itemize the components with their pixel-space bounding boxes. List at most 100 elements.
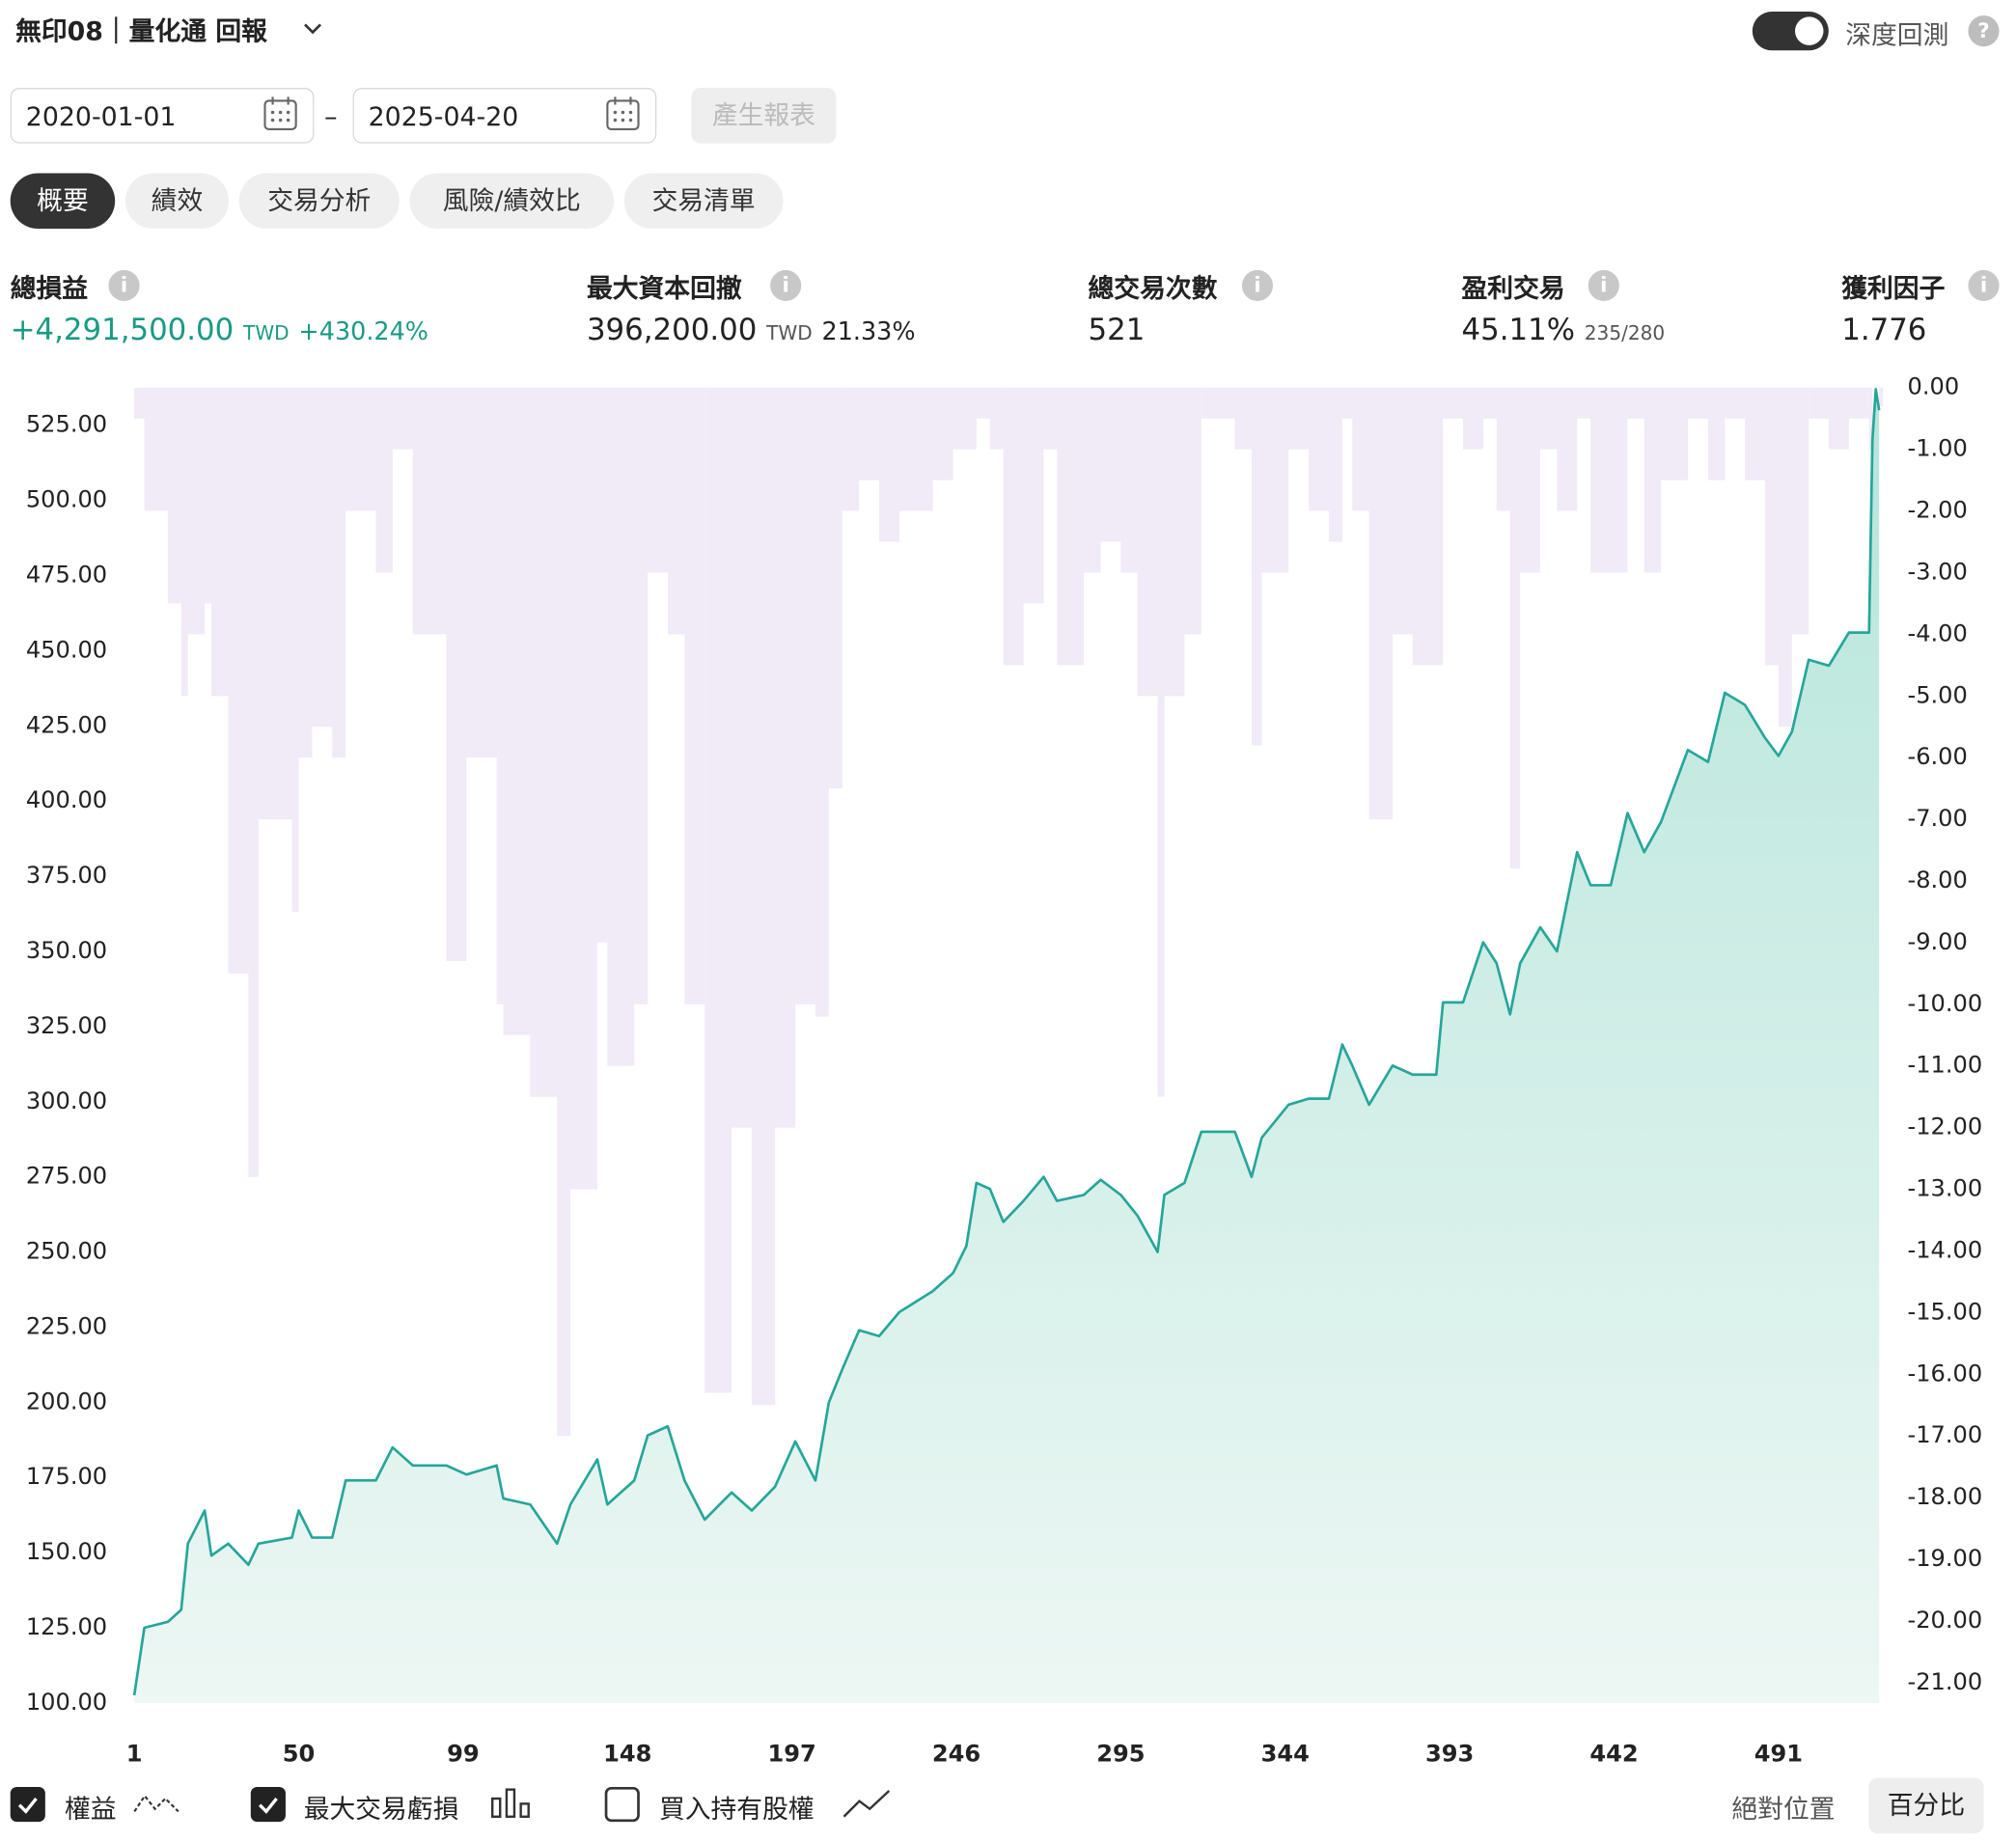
start-date-input[interactable] <box>10 88 315 144</box>
stat-value: +4,291,500.00 TWD +430.24% <box>11 314 428 347</box>
legend-icon <box>133 1794 180 1813</box>
stat-label: 最大資本回撤 <box>586 272 742 304</box>
drawdown-bar <box>205 387 212 604</box>
end-date-input[interactable] <box>352 88 657 144</box>
unit: TWD <box>243 321 290 345</box>
drawdown-bar <box>496 387 504 1004</box>
drawdown-bar <box>1809 387 1830 419</box>
drawdown-bar <box>1352 387 1369 511</box>
y2-tick-label: -16.00 <box>1908 1360 1983 1387</box>
y2-tick-label: -14.00 <box>1908 1236 1983 1263</box>
drawdown-bar <box>704 387 732 1393</box>
info-icon[interactable]: i <box>1241 269 1274 302</box>
drawdown-bar <box>570 387 597 1190</box>
drawdown-bar <box>375 387 393 573</box>
drawdown-bar <box>1520 387 1541 573</box>
checkbox[interactable] <box>10 1786 45 1823</box>
absolute-button[interactable]: 絕對位置 <box>1731 1793 1836 1825</box>
drawdown-bar <box>1393 387 1413 635</box>
y-tick-label: 325.00 <box>26 1012 107 1039</box>
drawdown-bar <box>1577 387 1591 419</box>
drawdown-bar <box>1184 387 1201 635</box>
y-tick-label: 375.00 <box>26 862 107 889</box>
drawdown-bar <box>898 387 933 511</box>
y2-tick-label: -10.00 <box>1908 990 1983 1017</box>
drawdown-bar <box>345 387 376 511</box>
drawdown-bar <box>1251 387 1262 746</box>
drawdown-bar <box>1234 387 1252 450</box>
drawdown-bar <box>1879 387 1884 406</box>
drawdown-bar <box>1496 387 1510 511</box>
drawdown-bar <box>842 387 860 511</box>
drawdown-bar <box>976 387 990 419</box>
drawdown-bar <box>989 387 1004 450</box>
y-tick-label: 350.00 <box>26 937 107 964</box>
drawdown-bar <box>134 387 145 419</box>
y2-tick-label: -1.00 <box>1908 435 1968 462</box>
value: +4,291,500.00 <box>10 314 235 348</box>
drawdown-bar <box>1368 387 1394 820</box>
drawdown-bar <box>1590 387 1612 573</box>
drawdown-bar <box>751 387 776 1406</box>
drawdown-bar <box>1436 387 1444 666</box>
drawdown-bar <box>1509 387 1521 869</box>
checkbox[interactable] <box>604 1786 640 1823</box>
percent-button[interactable]: 百分比 <box>1868 1777 1984 1834</box>
drawdown-bar <box>1829 387 1849 450</box>
drawdown-bar <box>607 387 635 1066</box>
drawdown-bar <box>1328 387 1342 542</box>
dropdown-chevron[interactable] <box>302 20 322 36</box>
y2-tick-label: -11.00 <box>1908 1052 1983 1079</box>
generate-button[interactable]: 產生報表 <box>691 88 837 144</box>
y2-tick-label: 0.00 <box>1908 373 1960 400</box>
info-icon[interactable]: i <box>108 269 140 302</box>
legend-label: 權益 <box>64 1793 117 1825</box>
info-icon[interactable]: i <box>770 269 802 302</box>
drawdown-bar <box>1412 387 1437 666</box>
drawdown-bar <box>1557 387 1578 511</box>
y-tick-label: 475.00 <box>26 561 107 588</box>
tab[interactable]: 績效 <box>124 173 230 230</box>
tab[interactable]: 交易清單 <box>623 173 784 230</box>
drawdown-bar <box>1540 387 1558 450</box>
help-icon[interactable]: ? <box>1968 15 2000 47</box>
tab[interactable]: 概要 <box>10 173 116 230</box>
stat-value: 521 <box>1088 314 1146 348</box>
y-tick-label: 300.00 <box>26 1087 107 1114</box>
x-tick-label: 442 <box>1589 1740 1638 1767</box>
drawdown-bar <box>248 387 259 1177</box>
drawdown-bar <box>144 387 168 511</box>
info-icon[interactable]: i <box>1588 269 1619 302</box>
legend-label: 買入持有股權 <box>658 1793 815 1825</box>
drawdown-bar <box>684 387 705 1004</box>
legend-icon <box>842 1790 891 1818</box>
y-tick-label: 250.00 <box>26 1238 107 1265</box>
drawdown-bar <box>1043 387 1058 450</box>
tab[interactable]: 交易分析 <box>238 173 400 230</box>
y-tick-label: 175.00 <box>26 1463 107 1490</box>
y2-tick-label: -7.00 <box>1908 805 1968 832</box>
toggle[interactable] <box>1752 12 1829 51</box>
y2-tick-label: -12.00 <box>1908 1113 1983 1140</box>
y-tick-label: 450.00 <box>26 636 107 663</box>
info-icon[interactable]: i <box>1968 269 2000 302</box>
checkbox[interactable] <box>250 1786 286 1823</box>
drawdown-bar <box>1868 387 1873 450</box>
tab[interactable]: 風險/績效比 <box>409 173 615 230</box>
drawdown-bar <box>828 387 842 789</box>
value: 45.11% <box>1461 314 1575 348</box>
drawdown-bar <box>1611 387 1628 573</box>
unit: TWD <box>766 321 813 345</box>
drawdown-bar <box>1120 387 1138 573</box>
drawdown-bar <box>298 387 313 758</box>
drawdown-bar <box>775 387 796 1128</box>
x-tick-label: 1 <box>126 1740 143 1767</box>
drawdown-bar <box>1288 387 1310 450</box>
end-date: 2025-04-20 <box>368 100 519 132</box>
equity-area <box>134 389 1880 1703</box>
drawdown-bar <box>211 387 229 697</box>
calendar-icon[interactable] <box>605 96 641 131</box>
calendar-icon[interactable] <box>262 96 298 131</box>
stat-value: 45.11% 235/280 <box>1462 314 1666 347</box>
